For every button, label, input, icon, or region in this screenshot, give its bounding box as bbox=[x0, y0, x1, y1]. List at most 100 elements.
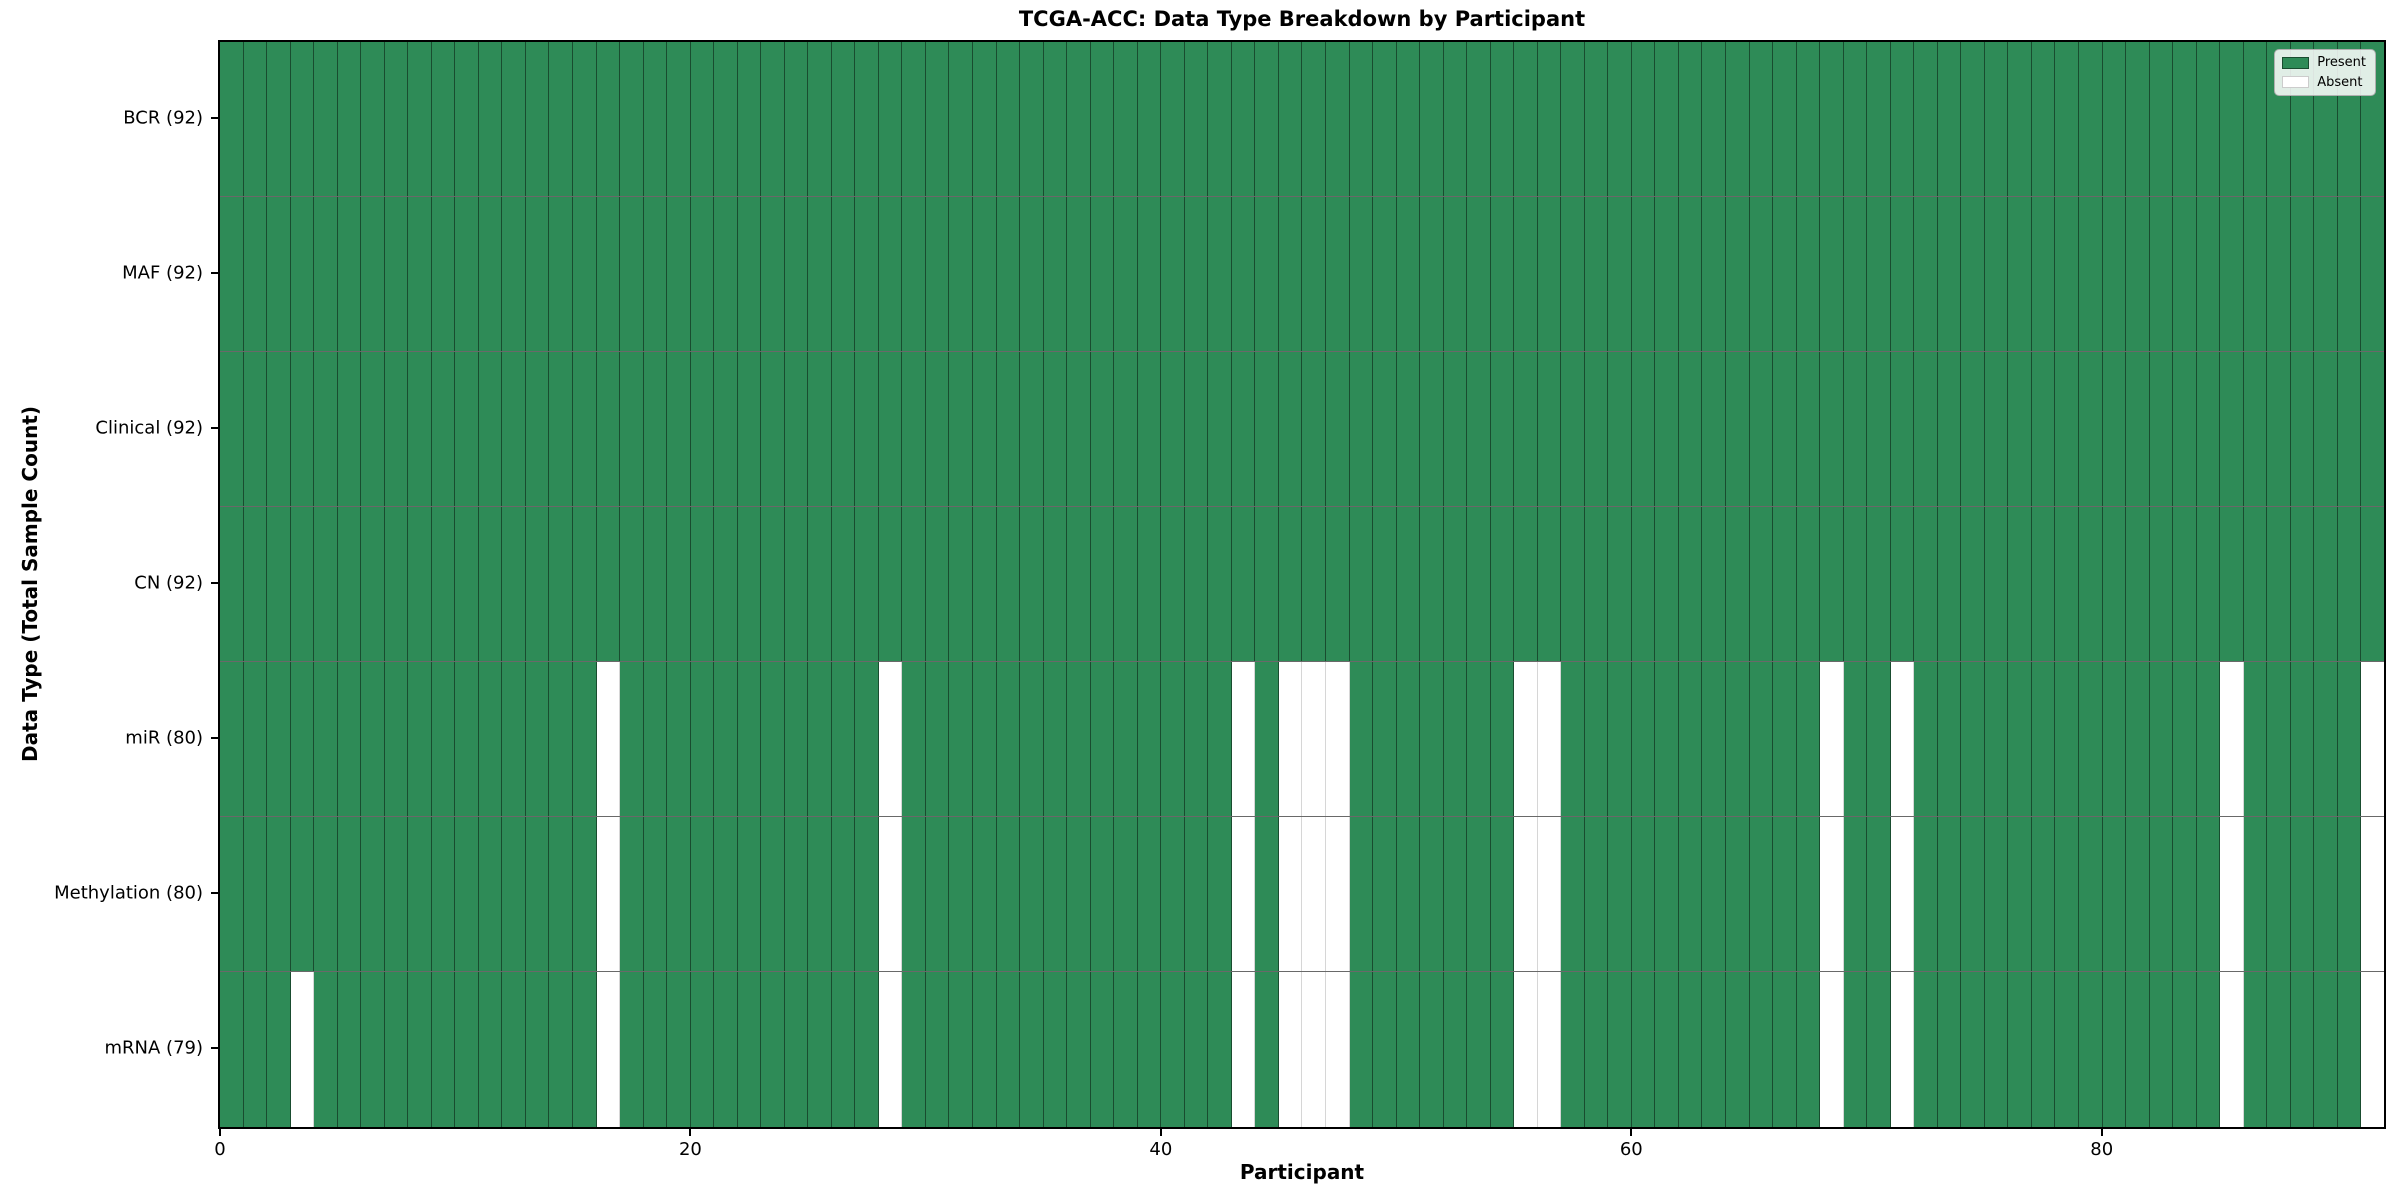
heatmap-cell bbox=[267, 817, 291, 971]
heatmap-cell bbox=[2031, 507, 2056, 661]
heatmap-cell bbox=[243, 352, 268, 506]
heatmap-cell bbox=[2314, 972, 2338, 1127]
heatmap-cell bbox=[1937, 42, 1962, 196]
heatmap-row bbox=[220, 507, 2384, 662]
heatmap-cell bbox=[1984, 352, 2009, 506]
heatmap-cell bbox=[1655, 352, 1679, 506]
heatmap-cell bbox=[2361, 352, 2384, 506]
heatmap-cell bbox=[761, 662, 785, 816]
heatmap-cell bbox=[1984, 197, 2009, 351]
heatmap-cell bbox=[1514, 817, 1538, 971]
heatmap-cell bbox=[1796, 507, 1821, 661]
heatmap-cell bbox=[220, 817, 244, 971]
heatmap-cell bbox=[1490, 197, 1515, 351]
heatmap-cell bbox=[690, 662, 715, 816]
heatmap-cell bbox=[855, 197, 879, 351]
heatmap-cell bbox=[1278, 507, 1303, 661]
heatmap-cell bbox=[314, 197, 338, 351]
heatmap-cell bbox=[2337, 662, 2362, 816]
heatmap-cell bbox=[1608, 42, 1632, 196]
heatmap-cell bbox=[1208, 352, 1232, 506]
heatmap-cell bbox=[1420, 662, 1444, 816]
heatmap-cell bbox=[1020, 817, 1044, 971]
heatmap-cell bbox=[2078, 972, 2103, 1127]
heatmap-cell bbox=[572, 507, 597, 661]
heatmap-cell bbox=[1678, 42, 1703, 196]
heatmap-cell bbox=[1514, 352, 1538, 506]
y-tick-mark bbox=[211, 736, 218, 739]
heatmap-cell bbox=[596, 197, 621, 351]
heatmap-cell bbox=[1726, 817, 1750, 971]
heatmap-cell bbox=[1137, 352, 1162, 506]
heatmap-cell bbox=[996, 817, 1021, 971]
heatmap-cell bbox=[1867, 42, 1891, 196]
heatmap-cell bbox=[1255, 42, 1279, 196]
heatmap-cell bbox=[2008, 972, 2032, 1127]
heatmap-cell bbox=[761, 972, 785, 1127]
heatmap-cell bbox=[290, 972, 315, 1127]
heatmap-cell bbox=[1984, 972, 2009, 1127]
heatmap-cell bbox=[1278, 662, 1303, 816]
heatmap-cell bbox=[949, 352, 973, 506]
heatmap-cell bbox=[808, 197, 832, 351]
heatmap-cell bbox=[620, 507, 644, 661]
heatmap-cell bbox=[525, 507, 550, 661]
heatmap-cell bbox=[1608, 197, 1632, 351]
heatmap-cell bbox=[220, 352, 244, 506]
heatmap-cell bbox=[1961, 507, 1985, 661]
heatmap-cell bbox=[1961, 662, 1985, 816]
heatmap-cell bbox=[1514, 662, 1538, 816]
heatmap-cell bbox=[1584, 662, 1609, 816]
y-tick-label: Methylation (80) bbox=[54, 882, 203, 903]
heatmap-cell bbox=[643, 42, 668, 196]
heatmap-cell bbox=[831, 42, 856, 196]
heatmap-cell bbox=[408, 42, 432, 196]
heatmap-cell bbox=[2220, 352, 2244, 506]
heatmap-cell bbox=[1796, 42, 1821, 196]
heatmap-cell bbox=[1420, 352, 1444, 506]
heatmap-cell bbox=[2173, 197, 2197, 351]
heatmap-row bbox=[220, 42, 2384, 197]
y-axis-label: Data Type (Total Sample Count) bbox=[18, 405, 42, 763]
heatmap-cell bbox=[1796, 197, 1821, 351]
heatmap-cell bbox=[667, 817, 691, 971]
heatmap-cell bbox=[1867, 352, 1891, 506]
heatmap-cell bbox=[949, 817, 973, 971]
heatmap-cell bbox=[2149, 42, 2174, 196]
heatmap-cell bbox=[1208, 507, 1232, 661]
heatmap-cell bbox=[2314, 352, 2338, 506]
heatmap-cell bbox=[1820, 817, 1844, 971]
heatmap-cell bbox=[1302, 352, 1326, 506]
heatmap-cell bbox=[808, 42, 832, 196]
heatmap-cell bbox=[996, 42, 1021, 196]
heatmap-cell bbox=[1020, 662, 1044, 816]
heatmap-cell bbox=[384, 352, 409, 506]
heatmap-cell bbox=[1749, 42, 1774, 196]
heatmap-cell bbox=[714, 197, 738, 351]
heatmap-cell bbox=[1114, 972, 1138, 1127]
heatmap-cell bbox=[996, 972, 1021, 1127]
heatmap-cell bbox=[1090, 817, 1115, 971]
heatmap-cell bbox=[949, 42, 973, 196]
x-tick-label: 80 bbox=[2090, 1139, 2114, 1160]
heatmap-cell bbox=[1608, 817, 1632, 971]
heatmap-cell bbox=[2102, 972, 2127, 1127]
heatmap-cell bbox=[761, 352, 785, 506]
heatmap-cell bbox=[973, 42, 997, 196]
heatmap-cell bbox=[996, 352, 1021, 506]
heatmap-cell bbox=[784, 352, 809, 506]
heatmap-cell bbox=[2055, 507, 2079, 661]
heatmap-cell bbox=[290, 507, 315, 661]
heatmap-cell bbox=[478, 197, 503, 351]
heatmap-cell bbox=[2078, 662, 2103, 816]
heatmap-cell bbox=[361, 42, 385, 196]
heatmap-cell bbox=[337, 197, 362, 351]
heatmap-cell bbox=[667, 662, 691, 816]
heatmap-cell bbox=[2243, 197, 2268, 351]
heatmap-cell bbox=[337, 42, 362, 196]
heatmap-cell bbox=[1537, 507, 1562, 661]
heatmap-cell bbox=[1490, 817, 1515, 971]
y-tick-label: MAF (92) bbox=[122, 262, 203, 283]
heatmap-cell bbox=[220, 972, 244, 1127]
heatmap-cell bbox=[1726, 197, 1750, 351]
